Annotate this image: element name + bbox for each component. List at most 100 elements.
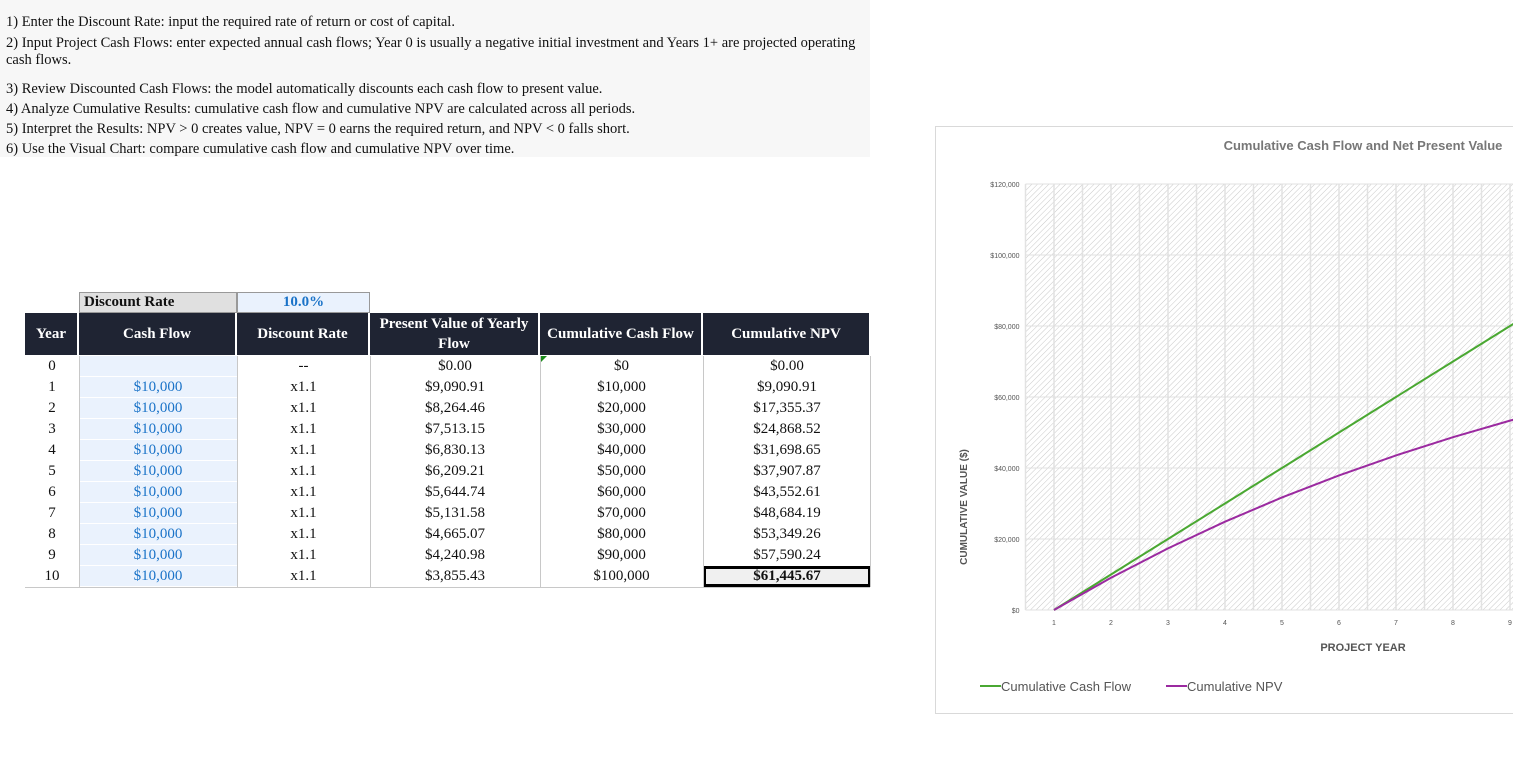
cell-discount-rate: x1.1	[290, 526, 317, 542]
error-indicator-icon	[541, 356, 547, 362]
cell-cumulative-npv: $0.00	[770, 358, 804, 374]
cell-year: 1	[48, 379, 56, 395]
cell-cumulative-npv: $43,552.61	[753, 484, 821, 500]
cell-cumulative-npv: $57,590.24	[753, 547, 821, 563]
cell-present-value: $9,090.91	[425, 379, 485, 395]
cell-discount-rate: x1.1	[290, 568, 317, 584]
header-year: Year	[25, 313, 79, 355]
header-discount-rate: Discount Rate	[237, 313, 370, 355]
y-tick-label: $40,000	[994, 466, 1019, 473]
cell-year: 8	[48, 526, 56, 542]
cell-year: 3	[48, 421, 56, 437]
y-tick-label: $120,000	[990, 182, 1019, 189]
instruction-5: 5) Interpret the Results: NPV > 0 create…	[6, 121, 630, 137]
table-bottom-border	[25, 587, 870, 588]
cell-cumulative-cash-flow: $50,000	[597, 463, 646, 479]
cell-present-value: $5,644.74	[425, 484, 485, 500]
cell-cumulative-cash-flow: $40,000	[597, 442, 646, 458]
legend: Cumulative Cash Flow Cumulative NPV	[980, 679, 1283, 694]
x-tick-label: 8	[1451, 620, 1455, 627]
x-tick-label: 9	[1508, 620, 1512, 627]
legend-label-cash-flow: Cumulative Cash Flow	[1001, 679, 1132, 694]
chart-title: Cumulative Cash Flow and Net Present Val…	[1224, 138, 1503, 153]
cell-cash-flow[interactable]: $10,000	[79, 461, 237, 482]
cell-discount-rate: x1.1	[290, 484, 317, 500]
cell-discount-rate: --	[298, 358, 309, 374]
cell-discount-rate: x1.1	[290, 505, 317, 521]
instruction-4: 4) Analyze Cumulative Results: cumulativ…	[6, 101, 636, 117]
cell-cumulative-cash-flow: $20,000	[597, 400, 646, 416]
header-cash-flow: Cash Flow	[79, 313, 237, 355]
cell-cash-flow[interactable]: $10,000	[79, 419, 237, 440]
cell-year: 4	[48, 442, 56, 458]
cell-cumulative-cash-flow: $10,000	[597, 379, 646, 395]
cell-cumulative-npv: $61,445.67	[703, 566, 871, 587]
x-tick-label: 7	[1394, 620, 1398, 627]
cell-cumulative-npv: $37,907.87	[753, 463, 821, 479]
x-tick-label: 2	[1109, 620, 1113, 627]
discount-rate-label: Discount Rate	[79, 292, 237, 313]
cell-present-value: $8,264.46	[425, 400, 485, 416]
x-tick-label: 5	[1280, 620, 1284, 627]
cell-present-value: $6,830.13	[425, 442, 485, 458]
y-tick-label: $0	[1012, 608, 1020, 615]
cell-discount-rate: x1.1	[290, 421, 317, 437]
cell-discount-rate: x1.1	[290, 463, 317, 479]
cell-cash-flow[interactable]: $10,000	[79, 545, 237, 566]
instruction-1: 1) Enter the Discount Rate: input the re…	[6, 14, 455, 30]
x-tick-label: 1	[1052, 620, 1056, 627]
cell-cash-flow[interactable]	[79, 356, 237, 377]
cell-cash-flow[interactable]: $10,000	[79, 503, 237, 524]
cell-cash-flow[interactable]: $10,000	[79, 524, 237, 545]
cell-cash-flow[interactable]: $10,000	[79, 398, 237, 419]
chart-svg: Cumulative Cash Flow and Net Present Val…	[959, 138, 1513, 694]
instructions-panel: 1) Enter the Discount Rate: input the re…	[0, 0, 870, 157]
cell-year: 5	[48, 463, 56, 479]
cell-year: 10	[44, 568, 60, 584]
x-tick-label: 6	[1337, 620, 1341, 627]
instruction-3: 3) Review Discounted Cash Flows: the mod…	[6, 81, 603, 97]
cell-present-value: $4,665.07	[425, 526, 485, 542]
cell-cumulative-cash-flow: $60,000	[597, 484, 646, 500]
cell-present-value: $4,240.98	[425, 547, 485, 563]
cell-present-value: $7,513.15	[425, 421, 485, 437]
cell-cumulative-cash-flow: $90,000	[597, 547, 646, 563]
header-cumulative-cash-flow: Cumulative Cash Flow	[540, 313, 703, 355]
instruction-6: 6) Use the Visual Chart: compare cumulat…	[6, 141, 515, 157]
cell-cumulative-npv: $17,355.37	[753, 400, 821, 416]
cell-year: 0	[48, 358, 56, 374]
x-axis-title: PROJECT YEAR	[1320, 642, 1405, 654]
cell-discount-rate: x1.1	[290, 547, 317, 563]
header-present-value: Present Value of Yearly Flow	[370, 313, 540, 355]
cell-cumulative-cash-flow: $80,000	[597, 526, 646, 542]
column-divider	[703, 356, 704, 587]
cell-cumulative-npv: $9,090.91	[757, 379, 817, 395]
column-divider	[79, 356, 80, 587]
cell-year: 7	[48, 505, 56, 521]
legend-label-npv: Cumulative NPV	[1187, 679, 1283, 694]
discount-rate-input[interactable]: 10.0%	[237, 292, 370, 313]
chart[interactable]: Cumulative Cash Flow and Net Present Val…	[935, 126, 1513, 714]
cell-cumulative-cash-flow: $70,000	[597, 505, 646, 521]
cell-year: 2	[48, 400, 56, 416]
cell-present-value: $6,209.21	[425, 463, 485, 479]
x-tick-label: 3	[1166, 620, 1170, 627]
header-cumulative-npv: Cumulative NPV	[703, 313, 871, 355]
cell-year: 6	[48, 484, 56, 500]
cell-cash-flow[interactable]: $10,000	[79, 440, 237, 461]
cell-present-value: $5,131.58	[425, 505, 485, 521]
cell-cumulative-npv: $48,684.19	[753, 505, 821, 521]
cell-cash-flow[interactable]: $10,000	[79, 566, 237, 587]
x-tick-label: 4	[1223, 620, 1227, 627]
y-tick-label: $20,000	[994, 537, 1019, 544]
y-tick-label: $60,000	[994, 395, 1019, 402]
cell-discount-rate: x1.1	[290, 379, 317, 395]
y-tick-label: $80,000	[994, 324, 1019, 331]
column-divider	[237, 356, 238, 587]
column-divider	[540, 356, 541, 587]
column-divider	[870, 356, 871, 587]
y-tick-label: $100,000	[990, 253, 1019, 260]
cell-present-value: $3,855.43	[425, 568, 485, 584]
cell-cash-flow[interactable]: $10,000	[79, 377, 237, 398]
cell-cash-flow[interactable]: $10,000	[79, 482, 237, 503]
